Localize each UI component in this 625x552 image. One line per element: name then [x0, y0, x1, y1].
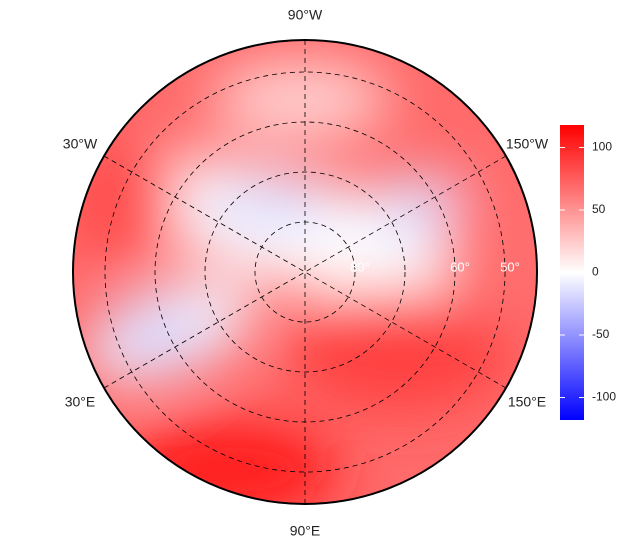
longitude-label: 90°W	[288, 7, 323, 23]
latitude-label: 80°	[350, 259, 370, 274]
longitude-label: 150°W	[506, 136, 549, 152]
map-border	[72, 39, 538, 505]
colorbar-tick-label: -50	[592, 327, 610, 341]
field	[73, 40, 537, 504]
colorbar-tick-label: -100	[592, 390, 616, 404]
longitude-label: 30°W	[63, 136, 98, 152]
longitude-label: 30°E	[65, 394, 96, 410]
longitude-label: 90°E	[290, 523, 321, 539]
longitude-label: 150°E	[508, 394, 546, 410]
colorbar-tick-label: 50	[592, 202, 606, 216]
colorbar-tick-label: 0	[592, 265, 599, 279]
graticule	[103, 40, 507, 504]
latitude-label: 60°	[450, 259, 470, 274]
colorbar-tick-label: 100	[592, 140, 612, 154]
latitude-label: 50°	[500, 259, 520, 274]
